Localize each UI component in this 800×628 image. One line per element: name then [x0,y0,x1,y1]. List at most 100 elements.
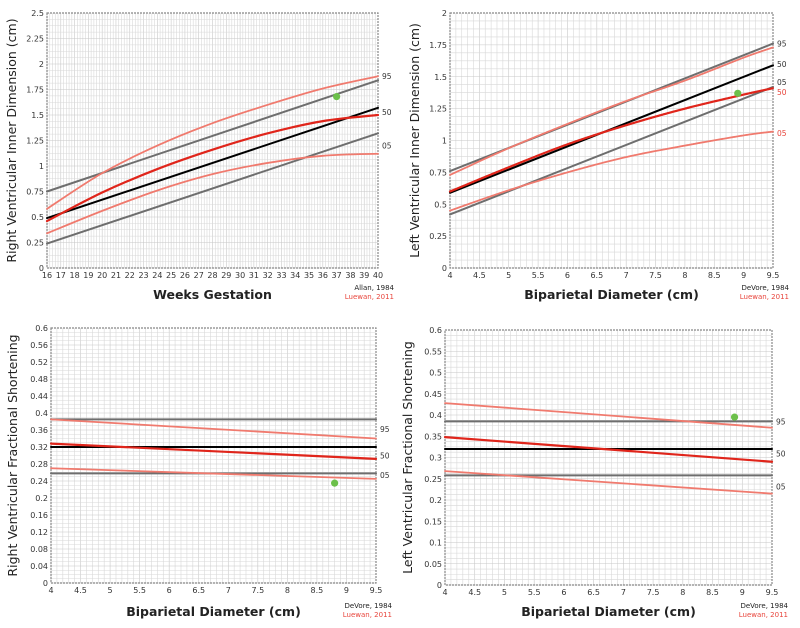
series-line-luewan-05 [50,467,377,480]
series-line-luewan-50 [45,113,380,223]
series-line-luewan-95 [50,418,377,440]
citation-reference: DeVore, 1984 [344,602,392,610]
x-tick-label: 22 [125,271,135,280]
citation-luewan: Luewan, 2011 [343,611,392,619]
series-line-devore-05 [449,85,774,216]
x-axis-label: Biparietal Diameter (cm) [521,604,696,619]
y-tick-label: 0.44 [30,392,48,401]
series-line-luewan-05 [444,470,773,495]
y-tick-label: 0 [437,581,442,590]
x-tick-label: 8 [680,588,685,597]
percentile-label: 95 [776,417,786,426]
x-tick-label: 7 [621,588,626,597]
y-tick-label: 0.6 [35,324,48,333]
citation-reference: Allan, 1984 [354,284,394,292]
x-tick-label: 33 [276,271,286,280]
x-tick-label: 6 [561,588,566,597]
x-tick-label: 32 [263,271,273,280]
y-tick-label: 2 [39,60,44,69]
grid [50,328,376,584]
y-tick-label: 0.55 [424,347,442,356]
patient-measurement-point [331,479,339,487]
x-tick-label: 4.5 [74,586,87,595]
y-axis-label: Left Ventricular Fractional Shortening [400,341,415,574]
x-tick-label: 29 [221,271,231,280]
y-tick-label: 0.28 [30,460,48,469]
x-tick-label: 8.5 [311,586,324,595]
y-tick-label: 0.16 [30,511,48,520]
x-tick-label: 5.5 [532,271,545,280]
series-line-luewan-95 [449,46,774,176]
y-axis-label: Left Ventricular Inner Dimension (cm) [407,23,422,258]
x-tick-label: 9 [741,271,746,280]
y-tick-label: 0.24 [30,477,48,486]
y-tick-label: 0.45 [424,390,442,399]
grid [46,13,378,269]
y-tick-label: 0.12 [30,528,48,537]
y-tick-label: 0.3 [429,454,442,463]
y-tick-label: 0.2 [429,496,442,505]
y-axis-label: Right Ventricular Fractional Shortening [5,334,20,576]
percentile-label: 05 [777,78,787,87]
y-tick-label: 0 [43,579,48,588]
y-tick-label: 1.25 [429,105,447,114]
x-tick-label: 9 [740,588,745,597]
grid [444,330,772,586]
series-line-luewan-05 [449,130,774,212]
chart-rv-inner-dimension: 16 17 18 19 20 21 22 23 24 25 26 27 28 29 30 31 32 33 34 35… [4,9,395,302]
y-tick-label: 1.75 [429,41,447,50]
y-tick-label: 0 [442,264,447,273]
chart-lv-fractional-shortening: 4 4.5 5 5.5 6 6.5 7 7.5 8 8.5 9 9.5 0 0.05 0.1 0.15 0.2 0… [400,326,789,619]
y-tick-label: 0.5 [434,200,447,209]
x-tick-label: 9.5 [766,588,779,597]
citation-luewan: Luewan, 2011 [739,611,788,619]
y-tick-label: 0.36 [30,426,48,435]
y-tick-label: 0.08 [30,545,48,554]
x-tick-label: 23 [138,271,148,280]
percentile-label: 95 [380,425,390,434]
x-tick-label: 5.5 [133,586,146,595]
y-tick-label: 0.25 [424,475,442,484]
y-tick-label: 1 [442,137,447,146]
y-tick-label: 1.25 [26,137,44,146]
y-tick-label: 0.1 [429,539,442,548]
percentile-label: 50 [777,88,787,97]
y-tick-label: 2.25 [26,35,44,44]
x-tick-label: 9.5 [370,586,383,595]
series-line-luewan-95 [46,75,379,210]
y-tick-label: 0.4 [35,409,48,418]
x-tick-label: 5.5 [528,588,541,597]
x-axis-label: Weeks Gestation [153,287,272,302]
y-tick-label: 0 [39,264,44,273]
percentile-label: 95 [382,72,392,81]
percentile-label: 95 [777,40,787,49]
x-tick-label: 30 [235,271,245,280]
y-tick-label: 0.4 [429,411,442,420]
patient-measurement-point [734,89,742,97]
percentile-label: 05 [777,129,787,138]
plot-frame [444,329,773,586]
x-tick-label: 8.5 [706,588,719,597]
y-tick-label: 0.52 [30,358,48,367]
x-tick-label: 4.5 [468,588,481,597]
percentile-label: 50 [382,108,392,117]
y-tick-label: 0.6 [429,326,442,335]
x-tick-label: 5 [108,586,113,595]
x-tick-label: 6 [565,271,570,280]
percentile-label: 05 [776,482,786,491]
x-tick-label: 34 [290,271,300,280]
series-line-allan-05 [46,132,379,245]
y-tick-label: 0.15 [424,517,442,526]
x-tick-label: 7 [624,271,629,280]
percentile-label: 50 [776,449,786,458]
y-tick-label: 0.48 [30,375,48,384]
y-tick-label: 0.75 [26,188,44,197]
y-tick-label: 0.05 [424,560,442,569]
series-line-luewan-05 [46,152,379,235]
x-tick-label: 8.5 [708,271,721,280]
x-tick-label: 31 [249,271,259,280]
x-tick-label: 40 [373,271,383,280]
x-tick-label: 4.5 [473,271,486,280]
x-tick-label: 17 [56,271,66,280]
